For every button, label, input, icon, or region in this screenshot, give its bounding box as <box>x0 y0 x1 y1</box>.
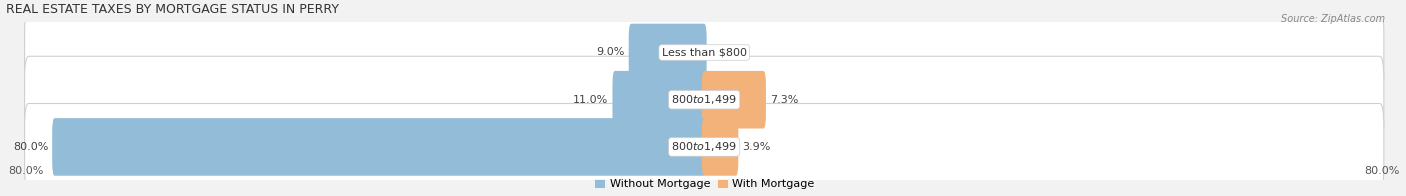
FancyBboxPatch shape <box>52 118 707 176</box>
FancyBboxPatch shape <box>24 9 1384 96</box>
FancyBboxPatch shape <box>702 118 738 176</box>
Legend: Without Mortgage, With Mortgage: Without Mortgage, With Mortgage <box>589 174 818 193</box>
Text: $800 to $1,499: $800 to $1,499 <box>672 140 737 153</box>
Text: 7.3%: 7.3% <box>770 95 799 105</box>
FancyBboxPatch shape <box>628 24 707 81</box>
FancyBboxPatch shape <box>613 71 707 129</box>
Text: $800 to $1,499: $800 to $1,499 <box>672 93 737 106</box>
Text: REAL ESTATE TAXES BY MORTGAGE STATUS IN PERRY: REAL ESTATE TAXES BY MORTGAGE STATUS IN … <box>6 4 339 16</box>
Text: Source: ZipAtlas.com: Source: ZipAtlas.com <box>1281 14 1385 24</box>
FancyBboxPatch shape <box>702 71 766 129</box>
Text: 80.0%: 80.0% <box>13 142 48 152</box>
Text: 9.0%: 9.0% <box>596 47 624 57</box>
FancyBboxPatch shape <box>24 103 1384 190</box>
Text: Less than $800: Less than $800 <box>662 47 747 57</box>
Text: 80.0%: 80.0% <box>1365 166 1400 176</box>
Text: 11.0%: 11.0% <box>574 95 609 105</box>
Text: 0.0%: 0.0% <box>710 47 740 57</box>
Text: 80.0%: 80.0% <box>8 166 44 176</box>
FancyBboxPatch shape <box>24 56 1384 143</box>
Text: 3.9%: 3.9% <box>742 142 770 152</box>
